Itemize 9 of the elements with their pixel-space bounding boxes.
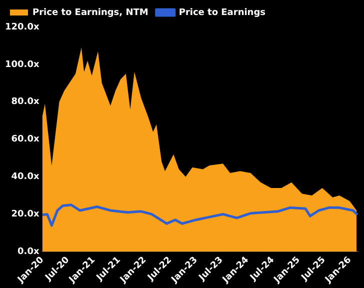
- y-tick-label: 120.0x: [4, 22, 40, 32]
- y-tick-label: 40.0x: [11, 172, 40, 182]
- y-tick-label: 20.0x: [11, 210, 40, 220]
- legend-label: Price to Earnings: [178, 8, 266, 18]
- y-tick-label: 100.0x: [4, 60, 40, 70]
- y-tick-label: 60.0x: [11, 134, 40, 145]
- y-tick-label: 0.0x: [18, 247, 40, 258]
- y-tick-label: 80.0x: [11, 97, 40, 108]
- legend-label: Price to Earnings, NTM: [32, 8, 148, 18]
